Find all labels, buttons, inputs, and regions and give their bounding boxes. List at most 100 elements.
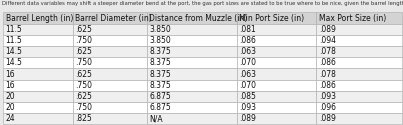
Bar (73, 113, 147, 124)
Bar (316, 80, 402, 91)
Bar (147, 80, 237, 91)
Bar (147, 91, 237, 102)
Bar (147, 46, 237, 57)
Text: .094: .094 (319, 36, 336, 45)
Text: .750: .750 (75, 103, 92, 112)
Bar (3, 102, 73, 113)
Bar (73, 102, 147, 113)
Bar (237, 46, 316, 57)
Text: .750: .750 (75, 36, 92, 45)
Bar (147, 24, 237, 35)
Text: 8.375: 8.375 (149, 81, 171, 90)
Bar (73, 57, 147, 68)
Text: .096: .096 (319, 103, 336, 112)
Text: .750: .750 (75, 81, 92, 90)
Text: Distance from Muzzle (in): Distance from Muzzle (in) (149, 14, 248, 23)
Text: 14.5: 14.5 (6, 47, 23, 56)
Text: 24: 24 (6, 114, 15, 123)
Bar (237, 102, 316, 113)
Text: 6.875: 6.875 (149, 92, 171, 101)
Bar (3, 91, 73, 102)
Bar (73, 68, 147, 80)
Text: .089: .089 (319, 25, 336, 34)
Text: 3.850: 3.850 (149, 36, 171, 45)
Bar (73, 24, 147, 35)
Text: .093: .093 (239, 103, 256, 112)
Bar (73, 80, 147, 91)
Bar (237, 12, 316, 24)
Bar (316, 68, 402, 80)
Bar (3, 24, 73, 35)
Bar (316, 102, 402, 113)
Bar (73, 12, 147, 24)
Text: .086: .086 (319, 58, 336, 67)
Text: .070: .070 (239, 81, 256, 90)
Bar (237, 80, 316, 91)
Text: .093: .093 (319, 92, 336, 101)
Bar (3, 113, 73, 124)
Text: N/A: N/A (149, 114, 163, 123)
Text: 11.5: 11.5 (6, 36, 23, 45)
Bar (316, 24, 402, 35)
Bar (237, 35, 316, 46)
Text: .625: .625 (75, 47, 92, 56)
Bar (147, 12, 237, 24)
Text: .089: .089 (239, 114, 256, 123)
Text: 8.375: 8.375 (149, 58, 171, 67)
Bar (316, 57, 402, 68)
Bar (73, 46, 147, 57)
Text: .086: .086 (319, 81, 336, 90)
Text: .063: .063 (239, 70, 256, 78)
Bar (147, 68, 237, 80)
Text: .625: .625 (75, 92, 92, 101)
Text: .063: .063 (239, 47, 256, 56)
Text: .070: .070 (239, 58, 256, 67)
Bar (73, 35, 147, 46)
Bar (3, 80, 73, 91)
Bar (73, 91, 147, 102)
Text: Different data variables may shift a steeper diameter bend at the port, the gas : Different data variables may shift a ste… (2, 1, 403, 6)
Bar (316, 46, 402, 57)
Text: 16: 16 (6, 70, 15, 78)
Text: .750: .750 (75, 58, 92, 67)
Bar (237, 24, 316, 35)
Text: .085: .085 (239, 92, 256, 101)
Bar (3, 35, 73, 46)
Bar (237, 68, 316, 80)
Text: 11.5: 11.5 (6, 25, 23, 34)
Text: Barrel Length (in): Barrel Length (in) (6, 14, 73, 23)
Text: .078: .078 (319, 70, 336, 78)
Text: .086: .086 (239, 36, 256, 45)
Bar (316, 35, 402, 46)
Text: .078: .078 (319, 47, 336, 56)
Text: .625: .625 (75, 70, 92, 78)
Text: 16: 16 (6, 81, 15, 90)
Bar (237, 91, 316, 102)
Text: .825: .825 (75, 114, 92, 123)
Text: 8.375: 8.375 (149, 70, 171, 78)
Bar (147, 57, 237, 68)
Bar (3, 46, 73, 57)
Bar (3, 12, 73, 24)
Text: .089: .089 (319, 114, 336, 123)
Bar (316, 12, 402, 24)
Bar (3, 68, 73, 80)
Bar (3, 57, 73, 68)
Text: Barrel Diameter (in): Barrel Diameter (in) (75, 14, 152, 23)
Text: 20: 20 (6, 92, 15, 101)
Bar (237, 57, 316, 68)
Bar (316, 113, 402, 124)
Bar (147, 113, 237, 124)
Text: Min Port Size (in): Min Port Size (in) (239, 14, 304, 23)
Bar (237, 113, 316, 124)
Text: .625: .625 (75, 25, 92, 34)
Text: .081: .081 (239, 25, 256, 34)
Bar (147, 35, 237, 46)
Text: 8.375: 8.375 (149, 47, 171, 56)
Text: 6.875: 6.875 (149, 103, 171, 112)
Text: 20: 20 (6, 103, 15, 112)
Text: 14.5: 14.5 (6, 58, 23, 67)
Bar (147, 102, 237, 113)
Bar (316, 91, 402, 102)
Text: Max Port Size (in): Max Port Size (in) (319, 14, 386, 23)
